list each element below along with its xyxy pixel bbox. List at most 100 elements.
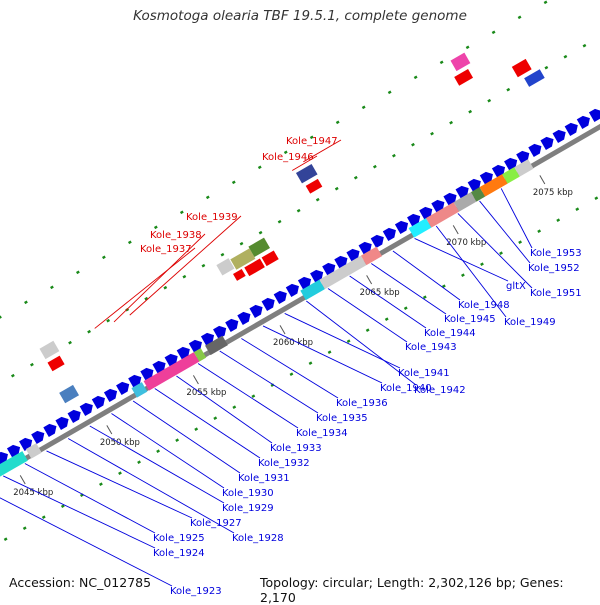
gene-block (193, 348, 207, 362)
leader-line-blue (414, 238, 509, 282)
cds-arrow (213, 325, 227, 339)
gene-label-blue: Kole_1929 (222, 503, 274, 514)
detached-feature (248, 237, 270, 258)
gene-label-blue: Kole_1940 (380, 383, 432, 394)
gc-dot (220, 252, 225, 257)
gene-label-blue: Kole_1928 (232, 533, 284, 544)
leader-line-blue (457, 213, 533, 289)
gc-dot (575, 207, 580, 212)
gc-dot (537, 229, 542, 234)
cds-arrow (528, 143, 542, 157)
cds-arrow (540, 136, 554, 150)
gene-block (479, 174, 508, 197)
gc-dot (392, 153, 396, 158)
gc-dot (118, 471, 122, 476)
backbone-line (0, 123, 600, 477)
kbp-tick-label: 2075 kbp (533, 188, 573, 198)
leader-line-blue (284, 313, 401, 369)
cds-arrow (261, 297, 275, 311)
cds-arrow (31, 430, 45, 444)
detached-feature (230, 248, 256, 270)
detached-feature (295, 164, 318, 184)
leader-line-blue (435, 225, 507, 318)
gc-dot (468, 109, 473, 114)
gc-dot (101, 255, 106, 260)
leader-line-blue (219, 350, 319, 414)
gc-dot (213, 416, 218, 421)
gc-dot (372, 164, 377, 169)
leader-line-blue (132, 400, 241, 474)
gene-label-blue: Kole_1924 (153, 548, 205, 559)
gene-block (408, 218, 432, 238)
accession-text: Accession: NC_012785 (9, 575, 152, 590)
detached-feature (39, 340, 60, 360)
gene-block (205, 335, 228, 356)
leader-line-blue (349, 275, 427, 329)
gc-dot (289, 372, 294, 377)
cds-arrow (237, 311, 251, 325)
kbp-tick (366, 275, 373, 285)
gene-block (470, 187, 486, 202)
kbp-tick (106, 425, 113, 435)
kbp-tick-label: 2065 kbp (360, 288, 400, 298)
kbp-tick-label: 2070 kbp (446, 238, 486, 248)
feature-tracks (0, 52, 600, 477)
leader-line-red (303, 139, 342, 163)
gene-label-blue: Kole_1942 (414, 385, 466, 396)
gene-label-blue: Kole_1944 (424, 328, 476, 339)
gene-label-blue: Kole_1925 (153, 533, 205, 544)
cds-arrow (552, 129, 566, 143)
gene-label-blue: Kole_1932 (258, 458, 310, 469)
leader-line-blue (3, 475, 156, 549)
gc-dot (594, 196, 599, 201)
gc-dot (353, 175, 358, 180)
gc-dot (506, 87, 511, 92)
gene-label-blue: Kole_1936 (336, 398, 388, 409)
gc-dot (41, 515, 46, 520)
gc-dot (24, 300, 28, 305)
gc-dot (239, 241, 244, 246)
gene-block (143, 352, 200, 391)
gc-dot (465, 45, 470, 50)
leader-line-blue (327, 288, 408, 343)
cds-arrow (576, 115, 590, 129)
detached-feature (454, 69, 474, 86)
leader-line-blue (46, 450, 193, 519)
gc-dot (556, 218, 561, 223)
gc-dot (232, 405, 237, 410)
cds-arrow (285, 283, 299, 297)
gc-dot (194, 427, 199, 432)
cds-arrow (370, 234, 384, 248)
gc-dot (365, 328, 370, 333)
detached-feature (59, 384, 80, 404)
cds-arrow (382, 227, 396, 241)
gene-block (25, 443, 42, 459)
gc-dot (87, 329, 91, 334)
gene-label-red: Kole_1937 (140, 244, 192, 255)
gc-dot (491, 30, 496, 35)
gene-block (425, 202, 460, 228)
cds-arrow (394, 220, 409, 234)
genome-backbone (0, 123, 600, 477)
gene-label-blue: Kole_1951 (530, 288, 582, 299)
cds-arrow (91, 395, 105, 409)
gc-dot (335, 120, 340, 125)
detached-feature (511, 58, 532, 78)
detached-feature (305, 178, 323, 194)
leader-line-blue (67, 438, 235, 534)
leader-line-blue (197, 363, 299, 429)
leader-line-blue (392, 250, 461, 301)
gc-dot (144, 296, 149, 301)
map-title: Kosmotoga olearia TBF 19.5.1, complete g… (133, 8, 467, 24)
kbp-tick (539, 175, 546, 185)
cds-arrow (43, 423, 57, 437)
kbp-tick (279, 325, 286, 335)
gc-dot (153, 225, 158, 230)
gc-dot (449, 120, 453, 125)
gene-label-blue: Kole_1945 (444, 314, 496, 325)
gc-dot (413, 75, 418, 80)
cds-arrow (564, 122, 578, 136)
gene-label-blue: Kole_1952 (528, 263, 580, 274)
gc-dot (361, 105, 366, 110)
